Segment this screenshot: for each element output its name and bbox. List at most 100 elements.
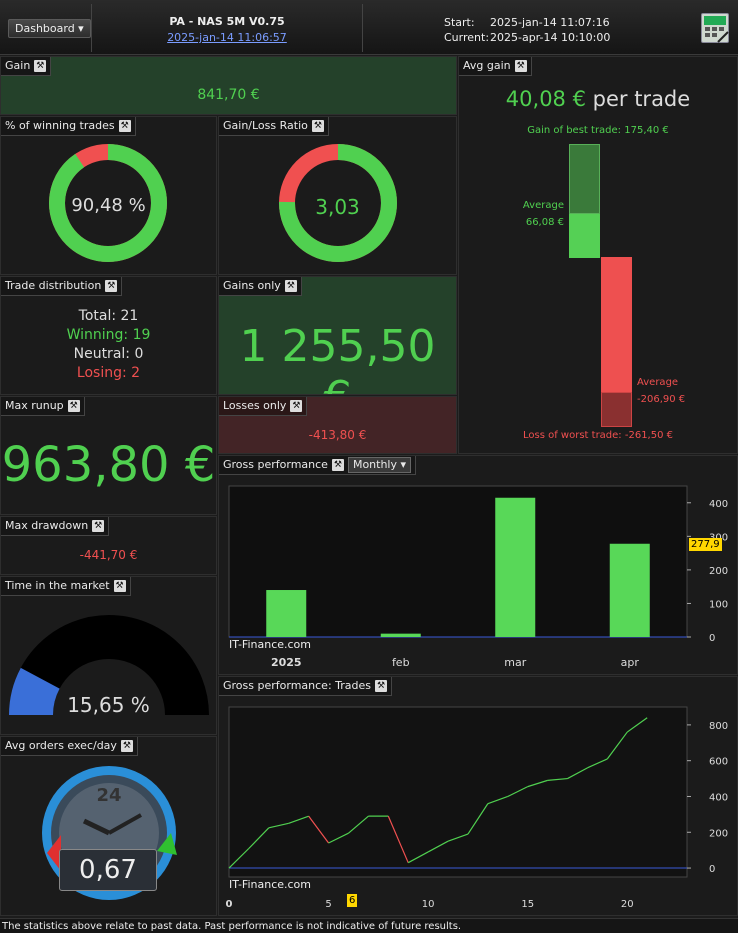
- trade-distribution-panel: Trade distribution ⚒ Total: 21 Winning: 1…: [0, 276, 217, 395]
- time-in-market-panel: Time in the market ⚒ 15,65 %: [0, 576, 217, 735]
- wrench-icon[interactable]: ⚒: [113, 580, 126, 592]
- losing-value: 2: [131, 365, 141, 381]
- winning-pct-panel-title: % of winning trades ⚒: [1, 117, 136, 136]
- line-segment: [427, 840, 449, 853]
- bar: [495, 497, 536, 637]
- x-tick-label: 2025: [271, 656, 302, 669]
- neutral-label: Neutral:: [73, 346, 130, 362]
- x-tick-label: 5: [325, 899, 331, 910]
- distribution-list: Total: 21 Winning: 19 Neutral: 0 Losing:…: [1, 307, 216, 383]
- gain-title: Gain: [5, 59, 31, 72]
- gain-loss-ratio-panel: Gain/Loss Ratio ⚒ 3,03: [218, 116, 457, 275]
- x-tick-label: 0: [226, 899, 233, 910]
- gains-only-panel: Gains only⚒ 1 255,50 €: [218, 276, 457, 395]
- y-tick-label: 300: [709, 532, 728, 543]
- wrench-icon[interactable]: ⚒: [514, 60, 527, 72]
- plot-area: [228, 706, 688, 878]
- current-value-marker: 277,9: [689, 538, 722, 551]
- system-date-link[interactable]: 2025-jan-14 11:06:57: [167, 31, 287, 44]
- distribution-winning: Winning: 19: [1, 326, 216, 345]
- avg-win-label: Average: [522, 200, 564, 211]
- time-in-market-title: Time in the market: [5, 579, 110, 592]
- wrench-icon[interactable]: ⚒: [105, 280, 118, 292]
- wrench-icon[interactable]: ⚒: [67, 400, 80, 412]
- ratio-donut: [279, 144, 397, 262]
- avg-loss-label: Average: [637, 377, 679, 388]
- line-segment: [407, 851, 429, 864]
- period-dropdown-label: Monthly: [352, 458, 397, 471]
- max-runup-panel-title: Max runup ⚒: [1, 397, 85, 416]
- x-tick-label: 15: [521, 899, 534, 910]
- gross-trades-title: Gross performance: Trades: [223, 679, 371, 692]
- start-value: 2025-jan-14 11:07:16: [490, 16, 610, 29]
- line-segment: [487, 795, 508, 805]
- donut-gain-segment: [279, 144, 397, 262]
- worst-trade-bar: [601, 392, 632, 427]
- bar: [609, 543, 650, 637]
- wrench-icon[interactable]: ⚒: [311, 120, 324, 132]
- line-segment: [527, 779, 548, 788]
- y-tick-label: 100: [709, 599, 728, 610]
- line-segment: [606, 731, 628, 760]
- line-segment: [467, 803, 489, 835]
- y-tick-label: 0: [709, 864, 715, 875]
- time-in-market-panel-title: Time in the market ⚒: [1, 577, 131, 596]
- trade-distribution-title: Trade distribution: [5, 279, 102, 292]
- neutral-value: 0: [134, 346, 144, 362]
- line-segment: [328, 832, 349, 844]
- bar: [266, 590, 307, 637]
- line-segment: [348, 815, 369, 834]
- winning-donut: [49, 144, 167, 262]
- period-dropdown[interactable]: Monthly ▾: [347, 457, 412, 473]
- wrench-icon[interactable]: ⚒: [34, 60, 47, 72]
- wrench-icon[interactable]: ⚒: [118, 120, 131, 132]
- max-drawdown-title: Max drawdown: [5, 519, 89, 532]
- max-runup-title: Max runup: [5, 399, 64, 412]
- down-arrow-icon: [47, 835, 61, 871]
- losses-only-panel: Losses only ⚒ -413,80 €: [218, 396, 457, 454]
- winning-value: 19: [132, 327, 151, 343]
- gross-performance-chart: 2025 feb mar apr 0 100 200 300 400: [228, 485, 728, 669]
- total-label: Total:: [78, 308, 117, 324]
- max-drawdown-value: -441,70 €: [79, 548, 138, 562]
- losing-label: Losing:: [76, 365, 127, 381]
- losses-only-panel-title: Losses only ⚒: [219, 397, 308, 416]
- line-segment: [268, 822, 289, 829]
- line-segment: [308, 815, 330, 844]
- avg-gain-suffix: per trade: [592, 87, 691, 111]
- x-tick-label: mar: [504, 656, 526, 669]
- gain-loss-ratio-title: Gain/Loss Ratio: [223, 119, 308, 132]
- winning-pct-value: 90,48 %: [71, 195, 146, 216]
- dashboard-dropdown[interactable]: Dashboard ▾: [8, 19, 91, 38]
- line-segment: [447, 833, 469, 842]
- calculator-icon[interactable]: [701, 13, 729, 43]
- worst-trade-label: Loss of worst trade: -261,50 €: [523, 430, 673, 441]
- time-in-market-value: 15,65 %: [67, 693, 150, 717]
- wrench-icon[interactable]: ⚒: [290, 400, 303, 412]
- gain-panel: Gain ⚒ 841,70 €: [0, 56, 457, 115]
- bar: [380, 633, 421, 637]
- avg-orders-title: Avg orders exec/day: [5, 739, 117, 752]
- y-tick-label: 200: [709, 566, 728, 577]
- chart-watermark: IT-Finance.com: [229, 638, 311, 651]
- distribution-neutral: Neutral: 0: [1, 345, 216, 364]
- gains-only-value: 1 255,50 €: [239, 321, 436, 394]
- wrench-icon[interactable]: ⚒: [331, 459, 344, 471]
- up-arrow-icon: [157, 833, 177, 855]
- avg-gain-panel: Avg gain ⚒ 40,08 € per trade Gain of best…: [458, 56, 738, 454]
- current-label: Current:: [444, 31, 490, 44]
- avg-gain-value: 40,08 €: [505, 87, 586, 111]
- gross-performance-panel: Gross performance ⚒ Monthly ▾ 2025 feb mar a…: [218, 455, 738, 675]
- wrench-icon[interactable]: ⚒: [375, 680, 387, 692]
- avg-win-value: 66,08 €: [525, 217, 564, 228]
- avg-gain-headline: 40,08 € per trade: [459, 87, 737, 111]
- avg-win-bar: [569, 214, 600, 258]
- best-trade-label: Gain of best trade: 175,40 €: [527, 125, 669, 136]
- gain-value: 841,70 €: [197, 87, 260, 103]
- wrench-icon[interactable]: ⚒: [120, 740, 133, 752]
- line-segment: [507, 786, 528, 798]
- distribution-total: Total: 21: [1, 307, 216, 326]
- wrench-icon[interactable]: ⚒: [92, 520, 105, 532]
- avg-gain-panel-title: Avg gain ⚒: [459, 57, 532, 76]
- wrench-icon[interactable]: ⚒: [284, 280, 297, 292]
